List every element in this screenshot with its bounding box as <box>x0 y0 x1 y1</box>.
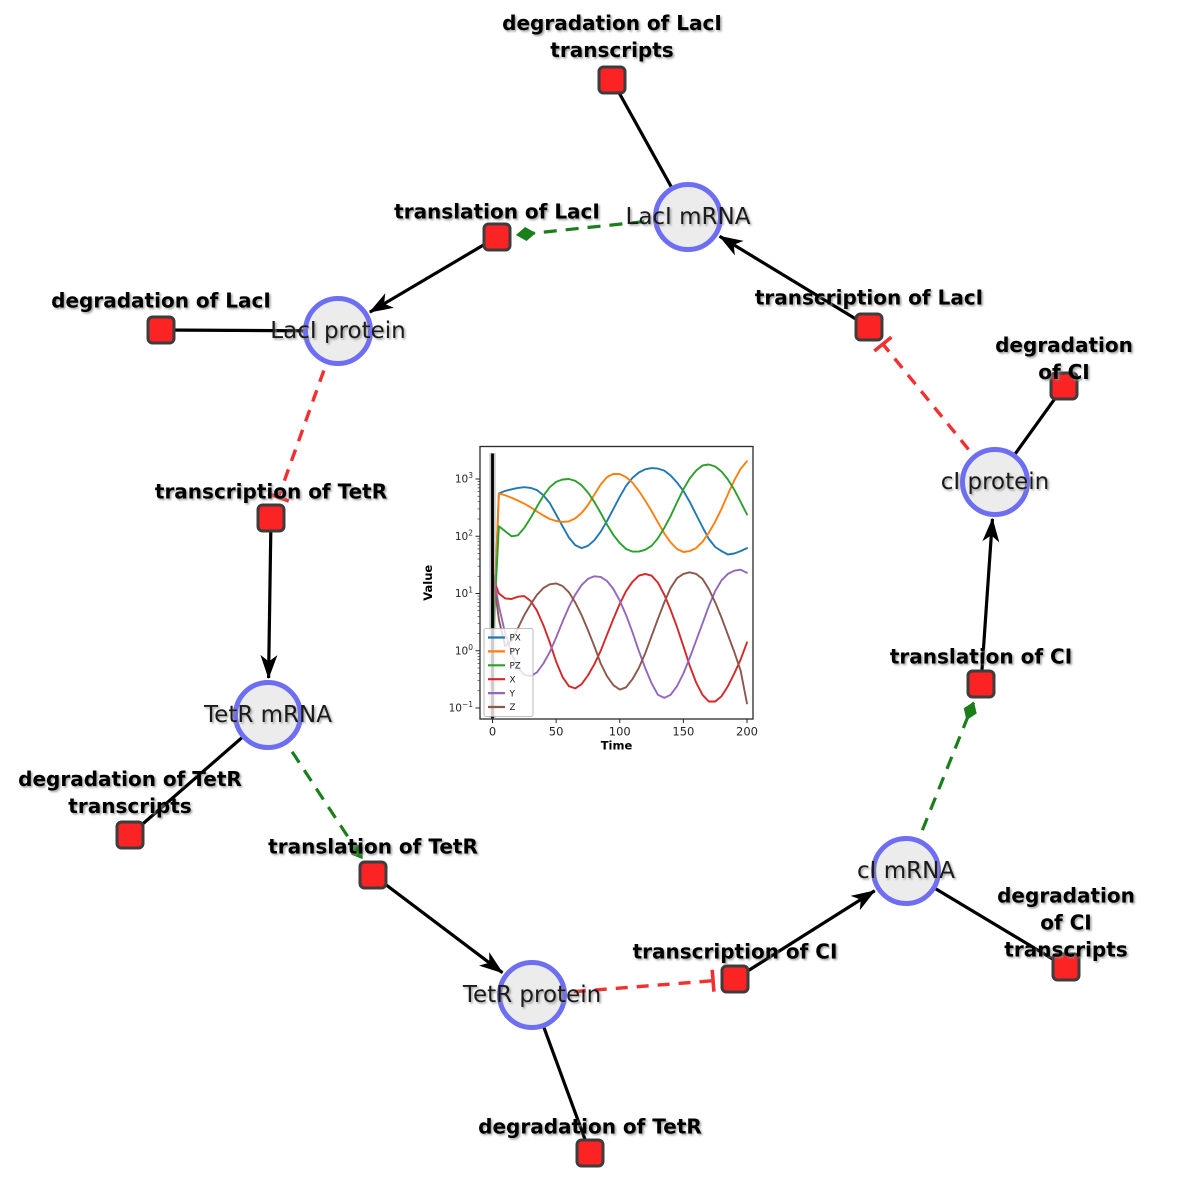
species-node-ci-mrna[interactable] <box>871 836 941 906</box>
reaction-node-txn-laci[interactable] <box>854 312 884 342</box>
inhibition-tbar-txn-laci <box>873 335 893 353</box>
species-node-laci-mrna[interactable] <box>653 182 723 252</box>
chart-xlabel: Time <box>601 739 633 753</box>
reaction-node-transl-laci[interactable] <box>482 222 512 252</box>
edge-production-transl-tetr-to-tetr-protein <box>372 873 504 974</box>
inhibition-tbar-txn-tetr <box>267 491 290 503</box>
legend-label-PZ: PZ <box>510 662 521 672</box>
y-tick-label: 101 <box>455 586 473 601</box>
inset-chart: 0 50 100 150 20010−1100101102103TimeValuePXP… <box>421 445 758 753</box>
legend-label-PX: PX <box>510 634 521 644</box>
x-tick-label: 150 <box>672 725 694 739</box>
legend-label-X: X <box>510 675 516 685</box>
x-tick-label: 50 <box>549 725 564 739</box>
x-tick-label: 0 <box>489 725 496 739</box>
chart-series-PZ <box>491 463 748 652</box>
chart-legend: PX PY PZ XYZ <box>483 628 534 717</box>
species-node-laci-protein[interactable] <box>303 296 373 366</box>
reaction-node-deg-laci[interactable] <box>146 315 176 345</box>
inhibition-tbar-txn-ci <box>710 969 716 992</box>
edge-production-transl-ci-to-ci-protein <box>979 517 1000 685</box>
chart-series-Y <box>491 568 748 699</box>
reaction-node-txn-tetr[interactable] <box>256 503 286 533</box>
chart-series-Z <box>491 569 748 705</box>
legend-label-Z: Z <box>510 703 516 713</box>
reaction-node-deg-tetr-tx[interactable] <box>115 820 145 850</box>
edge-production-txn-tetr-to-tetr-mrna <box>260 517 278 680</box>
x-tick-label: 200 <box>736 725 758 739</box>
species-node-ci-protein[interactable] <box>960 447 1030 517</box>
legend-label-Y: Y <box>509 689 516 699</box>
edge-production-txn-laci-to-laci-mrna <box>718 234 870 329</box>
reaction-node-deg-tetr[interactable] <box>575 1138 605 1168</box>
legend-box <box>483 628 534 717</box>
reaction-node-deg-laci-tx[interactable] <box>597 65 627 95</box>
reaction-node-deg-ci[interactable] <box>1049 371 1079 401</box>
x-tick-label: 100 <box>609 725 631 739</box>
reaction-node-txn-ci[interactable] <box>720 964 750 994</box>
legend-label-PY: PY <box>510 648 521 658</box>
y-tick-label: 103 <box>455 471 473 486</box>
y-tick-label: 102 <box>455 528 473 543</box>
chart-series-PX <box>491 467 748 652</box>
reaction-node-transl-ci[interactable] <box>966 669 996 699</box>
edge-production-transl-laci-to-laci-protein <box>368 235 498 314</box>
chart-series-X <box>491 572 748 703</box>
y-tick-label: 100 <box>455 643 473 658</box>
chart-ylabel: Value <box>421 565 435 601</box>
reaction-node-transl-tetr[interactable] <box>358 860 388 890</box>
reaction-node-deg-ci-tx[interactable] <box>1051 952 1081 982</box>
y-tick-label: 10−1 <box>449 700 474 715</box>
species-node-tetr-mrna[interactable] <box>233 680 303 750</box>
edge-production-txn-ci-to-ci-mrna <box>734 889 876 981</box>
species-node-tetr-protein[interactable] <box>497 960 567 1030</box>
